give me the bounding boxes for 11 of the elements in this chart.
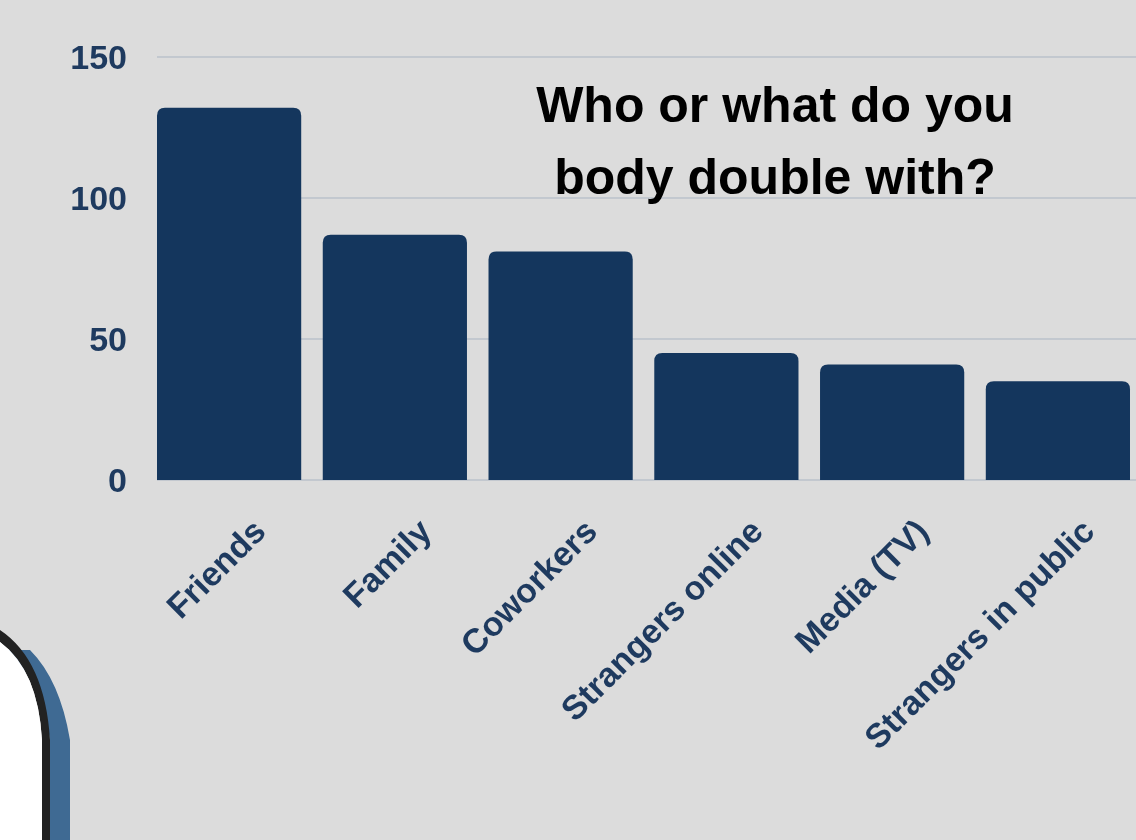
y-tick-label: 150 — [70, 37, 127, 76]
bar — [322, 234, 467, 480]
y-tick-label: 50 — [89, 319, 127, 358]
y-tick-label: 100 — [70, 178, 127, 217]
bar — [157, 107, 302, 480]
text: Who or what do you body double with? — [536, 77, 1014, 205]
bar — [820, 364, 965, 480]
bar — [488, 251, 633, 480]
y-tick-label: 0 — [108, 460, 127, 499]
bar — [654, 353, 799, 480]
bar — [985, 381, 1130, 480]
